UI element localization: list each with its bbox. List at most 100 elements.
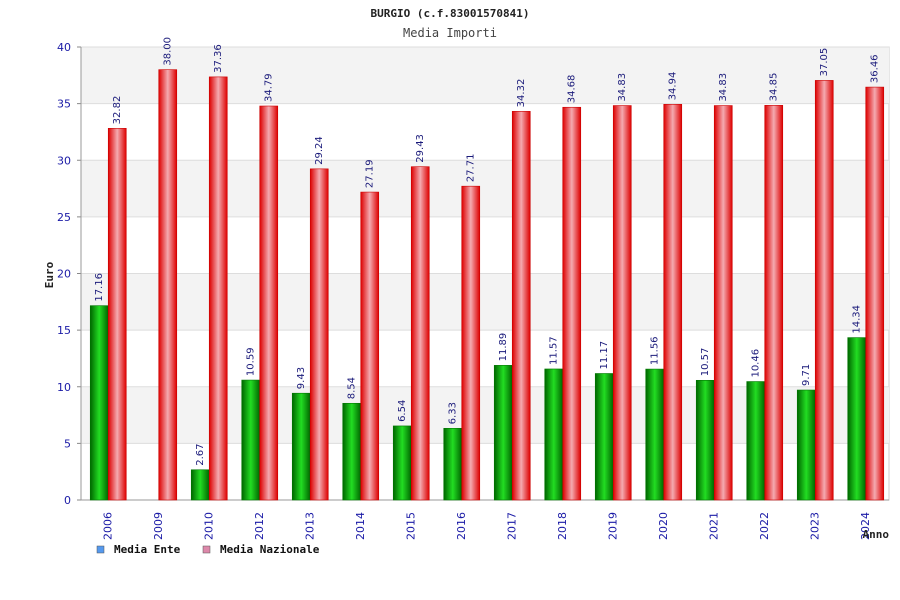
legend-item-media-nazionale: Media Nazionale: [202, 543, 320, 556]
x-tick-label-2015: 2015: [404, 512, 417, 540]
data-label-media-ente-2018: 11.57: [549, 336, 560, 365]
x-tick-label-2017: 2017: [505, 512, 518, 540]
data-label-media-ente-2006: 17.16: [94, 273, 105, 302]
data-label-media-ente-2014: 8.54: [347, 377, 358, 399]
chart-title: BURGIO (c.f.83001570841): [371, 7, 530, 20]
legend-swatch-media-ente: [96, 545, 105, 554]
x-tick-label-2018: 2018: [556, 512, 569, 540]
y-tick-label: 40: [57, 41, 71, 54]
bar-media-ente-2023: [796, 389, 816, 501]
legend-item-media-ente: Media Ente: [96, 543, 181, 556]
x-tick-label-2023: 2023: [808, 512, 821, 540]
data-label-media-ente-2017: 11.89: [498, 333, 509, 362]
bar-media-nazionale-2023: [814, 80, 834, 501]
data-label-media-nazionale-2019: 34.83: [617, 73, 628, 102]
bar-media-nazionale-2015: [410, 166, 430, 501]
x-tick-label-2013: 2013: [303, 512, 316, 540]
data-label-media-ente-2019: 11.17: [599, 341, 610, 370]
data-label-media-ente-2015: 6.54: [397, 400, 408, 422]
bar-media-nazionale-2006: [107, 128, 127, 501]
x-tick-label-2006: 2006: [101, 512, 114, 540]
x-tick-label-2009: 2009: [152, 512, 165, 540]
bar-media-ente-2013: [291, 392, 311, 501]
bar-media-nazionale-2013: [309, 168, 329, 501]
data-label-media-nazionale-2021: 34.83: [718, 73, 729, 102]
y-tick-label: 25: [57, 211, 71, 224]
data-label-media-nazionale-2024: 36.46: [870, 54, 881, 83]
bar-media-nazionale-2017: [511, 111, 531, 501]
data-label-media-nazionale-2010: 37.36: [213, 44, 224, 73]
bar-media-ente-2022: [746, 381, 766, 501]
bar-media-ente-2017: [493, 365, 513, 501]
bar-media-ente-2006: [89, 305, 109, 501]
bar-media-nazionale-2022: [764, 105, 784, 501]
data-label-media-nazionale-2009: 38.00: [163, 37, 174, 66]
data-label-media-nazionale-2012: 34.79: [264, 73, 275, 102]
data-labels: 17.16 32.82 38.00 2.67 37.36 10.59 34.79 9.43 29…: [94, 37, 881, 466]
y-tick-label: 30: [57, 154, 71, 167]
data-label-media-ente-2023: 9.71: [801, 364, 812, 386]
y-axis-title: Euro: [43, 261, 56, 288]
y-tick-label: 0: [64, 494, 71, 507]
bar-media-nazionale-2014: [360, 191, 380, 501]
data-label-media-ente-2012: 10.59: [246, 347, 257, 376]
x-tick-label-2014: 2014: [354, 512, 367, 540]
data-label-media-nazionale-2013: 29.24: [314, 136, 325, 165]
bar-media-nazionale-2012: [259, 105, 279, 501]
data-label-media-ente-2016: 6.33: [448, 402, 459, 424]
data-label-media-ente-2021: 10.57: [700, 348, 711, 377]
legend-swatch-media-nazionale: [202, 545, 211, 554]
data-label-media-ente-2022: 10.46: [751, 349, 762, 378]
y-tick-label: 10: [57, 381, 71, 394]
x-tick-label-2019: 2019: [606, 512, 619, 540]
y-tick-label: 20: [57, 268, 71, 281]
legend-label-media-ente: Media Ente: [114, 543, 181, 556]
x-tick-label-2012: 2012: [253, 512, 266, 540]
x-tick-label-2016: 2016: [455, 512, 468, 540]
bar-media-nazionale-2018: [562, 106, 582, 501]
data-label-media-nazionale-2020: 34.94: [668, 72, 679, 101]
bars: [89, 69, 885, 501]
bar-media-nazionale-2019: [612, 105, 632, 501]
bar-media-ente-2019: [594, 373, 614, 501]
x-tick-label-2021: 2021: [707, 512, 720, 540]
bar-media-ente-2018: [544, 368, 564, 501]
bar-media-nazionale-2024: [865, 86, 885, 501]
y-tick-label: 35: [57, 98, 71, 111]
data-label-media-ente-2010: 2.67: [195, 443, 206, 465]
bar-media-ente-2021: [695, 379, 715, 501]
legend-label-media-nazionale: Media Nazionale: [220, 543, 320, 556]
x-axis-ticks: 2006 2009 2010 2012 2013 2014 2015 2016 2017 2018…: [101, 512, 872, 540]
y-tick-label: 5: [64, 437, 71, 450]
bar-media-nazionale-2020: [663, 104, 683, 501]
chart-subtitle: Media Importi: [403, 26, 497, 40]
bar-media-ente-2012: [241, 379, 261, 501]
bar-media-nazionale-2009: [158, 69, 178, 501]
x-tick-label-2022: 2022: [758, 512, 771, 540]
bar-media-nazionale-2021: [713, 105, 733, 501]
x-tick-label-2024: 2024: [859, 512, 872, 540]
bar-media-ente-2016: [443, 428, 463, 501]
bar-media-ente-2015: [392, 425, 412, 501]
data-label-media-ente-2013: 9.43: [296, 367, 307, 389]
data-label-media-nazionale-2015: 29.43: [415, 134, 426, 163]
data-label-media-nazionale-2017: 34.32: [516, 79, 527, 108]
bar-media-nazionale-2010: [208, 76, 228, 501]
data-label-media-ente-2024: 14.34: [852, 305, 863, 334]
bar-media-nazionale-2016: [461, 185, 481, 501]
data-label-media-nazionale-2016: 27.71: [466, 154, 477, 183]
data-label-media-nazionale-2022: 34.85: [769, 73, 780, 102]
data-label-media-nazionale-2018: 34.68: [567, 75, 578, 104]
legend: Media Ente Media Nazionale: [96, 543, 320, 556]
data-label-media-nazionale-2023: 37.05: [819, 48, 830, 77]
bar-media-ente-2024: [847, 337, 867, 501]
bar-media-ente-2020: [645, 368, 665, 501]
data-label-media-ente-2020: 11.56: [650, 336, 661, 365]
data-label-media-nazionale-2006: 32.82: [112, 96, 123, 125]
x-axis-title: Anno: [863, 528, 890, 541]
x-tick-label-2010: 2010: [202, 512, 215, 540]
x-tick-label-2020: 2020: [657, 512, 670, 540]
bar-media-ente-2010: [190, 469, 210, 501]
data-label-media-nazionale-2014: 27.19: [365, 159, 376, 188]
